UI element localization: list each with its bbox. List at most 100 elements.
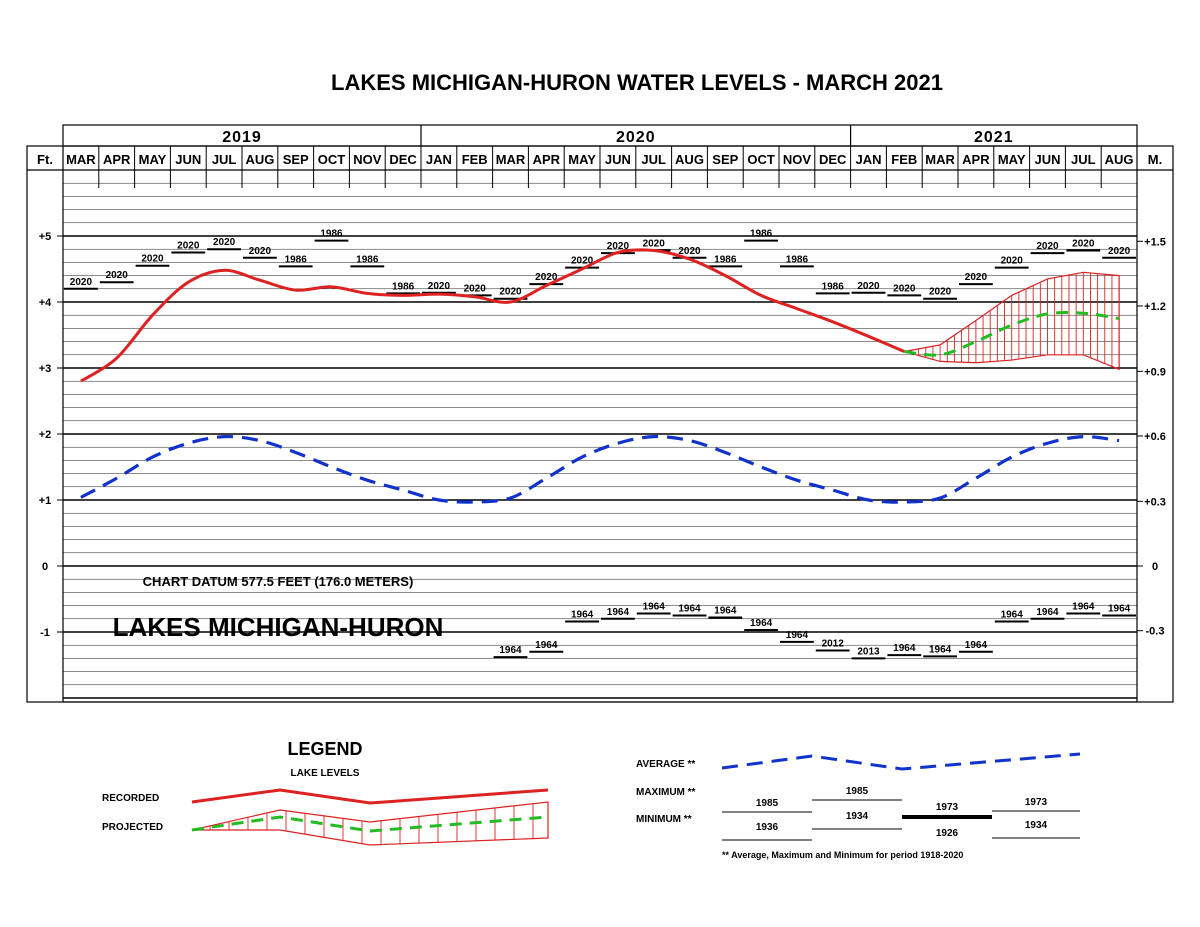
month-label: JUL bbox=[641, 152, 666, 167]
maximum-year-label: 2020 bbox=[965, 272, 988, 283]
right-unit-label: M. bbox=[1148, 152, 1162, 167]
month-label: SEP bbox=[283, 152, 309, 167]
month-label: APR bbox=[962, 152, 990, 167]
lake-name: LAKES MICHIGAN-HURON bbox=[113, 612, 444, 642]
legend-projected-band bbox=[191, 801, 549, 846]
month-label: JUL bbox=[1071, 152, 1096, 167]
legend-minimum-label: MINIMUM ** bbox=[636, 814, 692, 825]
maximum-year-label: 2020 bbox=[70, 277, 93, 288]
minimum-year-label: 1964 bbox=[750, 618, 773, 629]
legend-minimum-year: 1934 bbox=[1025, 820, 1048, 831]
plot-border bbox=[62, 124, 1138, 703]
maximum-year-label: 2020 bbox=[607, 241, 630, 252]
legend: LEGEND LAKE LEVELS RECORDED PROJECTED AVERAG… bbox=[102, 739, 1081, 860]
legend-maximum-year: 1985 bbox=[846, 786, 869, 797]
month-label: NOV bbox=[353, 152, 382, 167]
recorded-series-line bbox=[80, 248, 905, 383]
legend-projected-swatch bbox=[191, 815, 549, 833]
maximum-year-label: 2020 bbox=[249, 246, 272, 257]
maximum-year-label: 1986 bbox=[320, 229, 343, 240]
left-tick-label: +1 bbox=[39, 495, 52, 507]
maximum-year-label: 2020 bbox=[678, 246, 701, 257]
minimum-year-label: 1964 bbox=[1072, 602, 1095, 613]
legend-maximum-year: 1973 bbox=[1025, 797, 1048, 808]
year-label: 2020 bbox=[616, 129, 656, 146]
left-tick-label: +3 bbox=[39, 363, 52, 375]
maximum-year-label: 2020 bbox=[1072, 239, 1095, 250]
average-series-line bbox=[80, 434, 1120, 504]
month-label: JUL bbox=[212, 152, 237, 167]
minimum-year-label: 1964 bbox=[571, 609, 594, 620]
year-label: 2019 bbox=[222, 129, 262, 146]
month-label: JUN bbox=[605, 152, 631, 167]
maximum-year-label: 2020 bbox=[1036, 241, 1059, 252]
month-label: AUG bbox=[245, 152, 274, 167]
minimum-year-label: 2013 bbox=[857, 646, 880, 657]
left-tick-label: +4 bbox=[39, 297, 52, 309]
chart-area: 2019 2020 2021 MAR APR MAY JUN JUL AUG SEP OCT NOV D… bbox=[26, 124, 1174, 703]
month-label: JUN bbox=[175, 152, 201, 167]
month-label: APR bbox=[103, 152, 131, 167]
month-label: MAY bbox=[568, 152, 596, 167]
legend-average-label: AVERAGE ** bbox=[636, 759, 695, 770]
maximum-year-label: 2020 bbox=[106, 270, 129, 281]
maximum-year-label: 1986 bbox=[822, 281, 845, 292]
maximum-year-label: 1986 bbox=[392, 281, 415, 292]
chart-datum-note: CHART DATUM 577.5 FEET (176.0 METERS) bbox=[143, 574, 414, 589]
legend-maximum-label: MAXIMUM ** bbox=[636, 787, 696, 798]
month-label: SEP bbox=[712, 152, 738, 167]
maximum-year-label: 1986 bbox=[750, 229, 773, 240]
maximum-year-label: 2020 bbox=[643, 239, 666, 250]
legend-title: LEGEND bbox=[287, 739, 362, 759]
legend-period-note: ** Average, Maximum and Minimum for peri… bbox=[722, 850, 963, 860]
month-label: JUN bbox=[1034, 152, 1060, 167]
month-label: DEC bbox=[819, 152, 847, 167]
minimum-year-label: 1964 bbox=[929, 644, 952, 655]
month-label: OCT bbox=[747, 152, 775, 167]
left-tick-label: +2 bbox=[39, 429, 52, 441]
month-label: MAR bbox=[925, 152, 955, 167]
right-tick-label: -0.3 bbox=[1146, 626, 1165, 638]
chart-frame: 2019 2020 2021 MAR APR MAY JUN JUL AUG SEP OCT NOV D… bbox=[26, 124, 1174, 703]
legend-recorded-label: RECORDED bbox=[102, 793, 159, 804]
maximum-year-label: 2020 bbox=[499, 287, 522, 298]
minimum-year-label: 1964 bbox=[535, 640, 558, 651]
legend-minimum-year: 1926 bbox=[936, 828, 959, 839]
month-label: MAY bbox=[998, 152, 1026, 167]
month-label: NOV bbox=[783, 152, 812, 167]
maximum-year-label: 2020 bbox=[893, 283, 916, 294]
minimum-year-label: 1964 bbox=[1001, 609, 1024, 620]
legend-average-swatch bbox=[721, 752, 1081, 771]
legend-maximum-year: 1973 bbox=[936, 802, 959, 813]
projected-band bbox=[904, 271, 1120, 371]
legend-projected-label: PROJECTED bbox=[102, 822, 163, 833]
month-label: JAN bbox=[855, 152, 881, 167]
left-tick-label: 0 bbox=[42, 561, 48, 573]
minimum-year-label: 1964 bbox=[643, 602, 666, 613]
maximum-year-label: 2020 bbox=[464, 283, 487, 294]
maximum-year-label: 1986 bbox=[786, 254, 809, 265]
month-label: OCT bbox=[318, 152, 346, 167]
month-label: FEB bbox=[462, 152, 488, 167]
maximum-year-label: 2020 bbox=[1001, 256, 1024, 267]
month-label: MAR bbox=[496, 152, 526, 167]
right-tick-label: 0 bbox=[1152, 561, 1158, 573]
legend-minimum-year: 1934 bbox=[846, 811, 869, 822]
legend-maximum-year: 1985 bbox=[756, 798, 779, 809]
minimum-year-label: 1964 bbox=[893, 643, 916, 654]
right-tick-label: +0.3 bbox=[1144, 496, 1166, 508]
minimum-year-label: 1964 bbox=[1108, 604, 1131, 615]
maximum-year-label: 2020 bbox=[141, 254, 164, 265]
month-label: DEC bbox=[389, 152, 417, 167]
maximum-year-label: 2020 bbox=[535, 272, 558, 283]
month-label: MAY bbox=[139, 152, 167, 167]
month-label: APR bbox=[533, 152, 561, 167]
maximum-year-label: 1986 bbox=[356, 254, 379, 265]
minimum-year-label: 1964 bbox=[786, 630, 809, 641]
chart-title: LAKES MICHIGAN-HURON WATER LEVELS - MARC… bbox=[331, 70, 943, 95]
left-unit-label: Ft. bbox=[37, 152, 53, 167]
year-label: 2021 bbox=[974, 129, 1014, 146]
maximum-year-label: 2020 bbox=[213, 237, 236, 248]
month-label: JAN bbox=[426, 152, 452, 167]
right-tick-label: +0.6 bbox=[1144, 431, 1166, 443]
